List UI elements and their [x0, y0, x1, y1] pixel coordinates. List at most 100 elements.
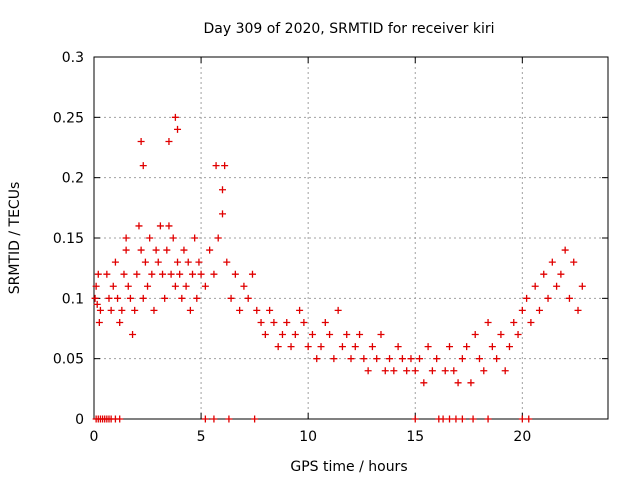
- data-point: [428, 367, 436, 375]
- data-point: [308, 331, 316, 339]
- data-point: [446, 343, 454, 351]
- data-point: [91, 294, 99, 302]
- data-point: [553, 282, 561, 290]
- data-point: [469, 415, 477, 423]
- data-point: [274, 343, 282, 351]
- data-point: [441, 367, 449, 375]
- data-point: [334, 306, 342, 314]
- data-point: [152, 246, 160, 254]
- data-point: [225, 415, 233, 423]
- data-point: [540, 270, 548, 278]
- data-point: [518, 415, 526, 423]
- data-point: [439, 415, 447, 423]
- x-tick-label: 10: [299, 429, 317, 445]
- data-point: [210, 415, 218, 423]
- data-point: [186, 306, 194, 314]
- data-point: [139, 294, 147, 302]
- data-point: [398, 355, 406, 363]
- x-tick-label: 20: [513, 429, 531, 445]
- data-point: [133, 270, 141, 278]
- data-point: [578, 282, 586, 290]
- data-point: [116, 318, 124, 326]
- data-point: [248, 270, 256, 278]
- data-point: [154, 258, 162, 266]
- data-point: [219, 210, 226, 218]
- data-point: [126, 294, 134, 302]
- data-point: [189, 270, 197, 278]
- y-tick-label: 0: [75, 412, 84, 428]
- data-point: [343, 331, 351, 339]
- data-point: [178, 294, 186, 302]
- data-point: [296, 306, 304, 314]
- data-point: [476, 355, 483, 363]
- data-point: [381, 367, 389, 375]
- data-point: [338, 343, 346, 351]
- data-point: [364, 367, 372, 375]
- data-point: [144, 282, 152, 290]
- data-point: [116, 415, 124, 423]
- data-point: [184, 258, 192, 266]
- data-point: [390, 367, 398, 375]
- data-point: [368, 343, 376, 351]
- data-point: [484, 415, 492, 423]
- data-point: [257, 318, 265, 326]
- data-point: [313, 355, 321, 363]
- data-point: [141, 258, 149, 266]
- data-point: [191, 234, 199, 242]
- data-point: [317, 343, 325, 351]
- data-point: [433, 355, 441, 363]
- data-point: [266, 306, 274, 314]
- data-point: [227, 294, 235, 302]
- data-point: [251, 415, 259, 423]
- data-point: [321, 318, 329, 326]
- data-point: [420, 379, 428, 387]
- data-point: [122, 246, 130, 254]
- data-point: [193, 294, 201, 302]
- data-point: [92, 282, 100, 290]
- data-point: [139, 162, 147, 170]
- data-point: [148, 270, 156, 278]
- data-point: [270, 318, 278, 326]
- data-point: [120, 270, 128, 278]
- data-point: [446, 415, 454, 423]
- y-tick-label: 0.3: [62, 50, 84, 66]
- data-point: [544, 294, 552, 302]
- y-tick-label: 0.05: [53, 352, 84, 368]
- data-point: [283, 318, 291, 326]
- data-point: [103, 270, 111, 278]
- data-point: [124, 282, 132, 290]
- data-point: [518, 306, 526, 314]
- data-point: [416, 355, 424, 363]
- data-point: [131, 306, 139, 314]
- data-point: [424, 343, 432, 351]
- data-point: [206, 246, 214, 254]
- axis-ticks: 0 0.05 0.1 0.15 0.2 0.25 0.3 0 5 10 15 20: [53, 50, 608, 445]
- data-point: [488, 343, 496, 351]
- data-point: [330, 355, 338, 363]
- data-point: [407, 355, 415, 363]
- data-point: [403, 367, 411, 375]
- data-point: [195, 258, 203, 266]
- data-point: [287, 343, 295, 351]
- data-point: [129, 331, 137, 339]
- data-point: [135, 222, 143, 230]
- data-point: [493, 355, 501, 363]
- data-point: [386, 355, 394, 363]
- data-point: [360, 355, 368, 363]
- data-point: [501, 367, 509, 375]
- x-tick-label: 0: [90, 429, 99, 445]
- data-point: [137, 137, 145, 145]
- data-point: [94, 270, 102, 278]
- data-point: [377, 331, 385, 339]
- data-point: [109, 282, 117, 290]
- data-point: [221, 162, 229, 170]
- data-point: [347, 355, 355, 363]
- data-point: [118, 306, 126, 314]
- data-point: [458, 415, 466, 423]
- data-point: [304, 343, 312, 351]
- data-point: [497, 331, 505, 339]
- data-point: [197, 270, 205, 278]
- data-point: [111, 258, 119, 266]
- data-point: [548, 258, 556, 266]
